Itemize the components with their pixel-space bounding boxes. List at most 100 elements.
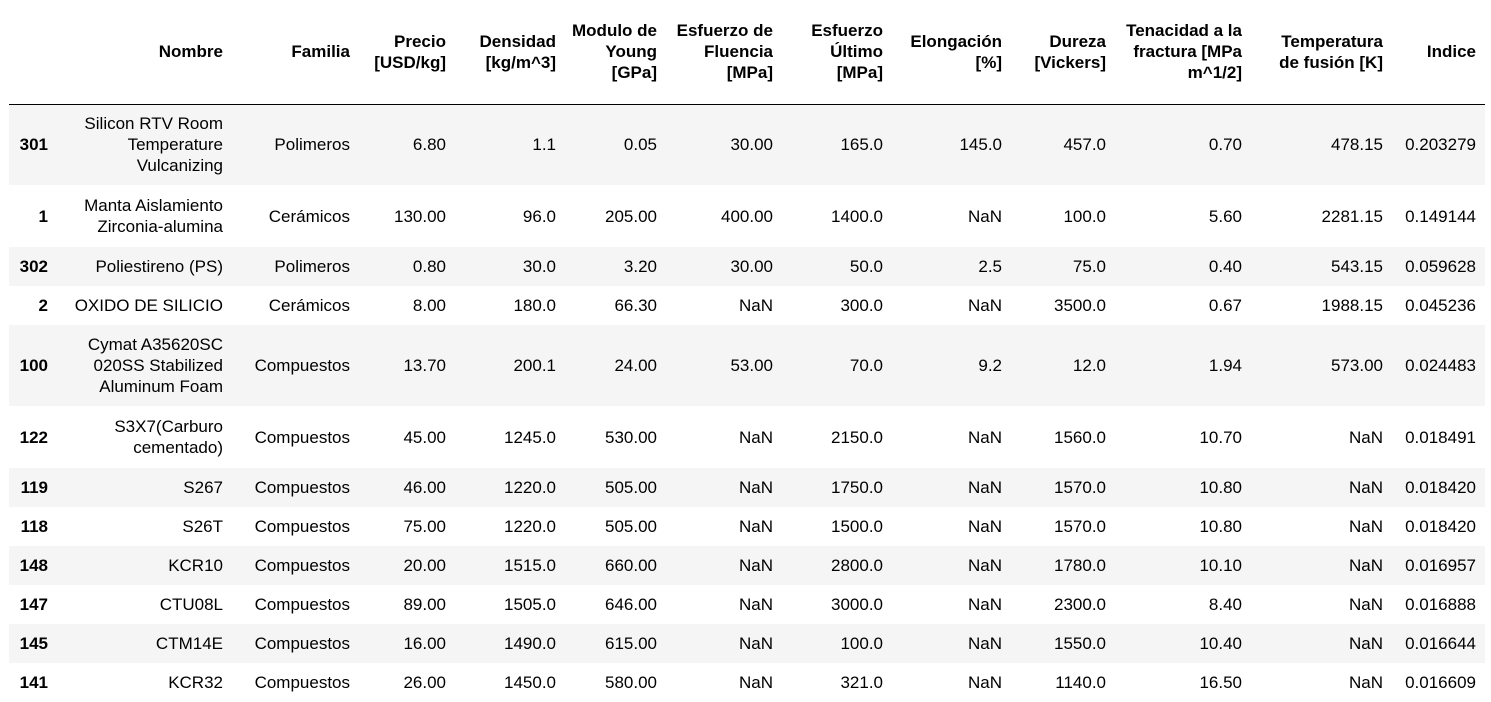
table-row: 118 S26T Compuestos 75.00 1220.0 505.00 … [9,507,1485,546]
table-row: 301 Silicon RTV Room Temperature Vulcani… [9,104,1485,185]
table-cell: 1500.0 [831,517,883,536]
table-cell: 0.05 [623,135,657,155]
row-index: 145 [19,634,48,653]
table-cell: NaN [738,595,773,614]
table-cell: 10.80 [1199,517,1242,536]
column-header: Esfuerzo Último [MPa] [782,0,892,105]
table-cell: 457.0 [1063,135,1106,155]
table-cell: 1140.0 [1055,673,1106,692]
table-cell: Compuestos [254,673,350,692]
table-cell: 10.10 [1199,556,1242,575]
table-cell: 1400.0 [831,206,883,226]
table-cell: NaN [738,556,773,575]
table-cell: Cerámicos [268,206,350,226]
table-cell: S26T [182,517,223,536]
table-cell: 10.70 [1199,427,1242,447]
row-index: 301 [19,135,48,155]
table-cell: CTU08L [159,595,223,614]
table-cell: 1.94 [1208,356,1242,375]
table-cell: NaN [967,427,1002,447]
table-cell: 2281.15 [1321,206,1383,226]
table-cell: 1.1 [532,135,556,155]
table-cell: 145.0 [959,135,1002,155]
table-cell: 130.00 [394,206,446,226]
table-cell: 1780.0 [1054,556,1106,575]
table-cell: Manta Aislamiento Zirconia-alumina [84,196,223,236]
table-cell: 1220.0 [504,517,556,536]
table-cell: NaN [1348,556,1383,575]
column-header: Modulo de Young [GPa] [565,0,666,105]
table-cell: NaN [967,296,1002,315]
table-cell: OXIDO DE SILICIO [74,296,223,315]
table-cell: Compuestos [254,595,350,614]
header-row: Nombre Familia Precio [USD/kg] Densidad … [9,0,1485,105]
table-cell: 1550.0 [1054,634,1106,653]
table-cell: 1245.0 [504,427,556,447]
table-cell: 0.018491 [1405,427,1476,447]
table-row: 119 S267 Compuestos 46.00 1220.0 505.00 … [9,468,1485,507]
table-cell: S267 [183,478,223,497]
column-header: Elongación [%] [892,0,1011,105]
table-row: 145 CTM14E Compuestos 16.00 1490.0 615.0… [9,624,1485,663]
column-header: Dureza [Vickers] [1011,0,1115,105]
table-cell: 615.00 [605,634,657,653]
table-row: 141 KCR32 Compuestos 26.00 1450.0 580.00… [9,663,1485,702]
table-cell: Cerámicos [268,296,350,315]
table-cell: NaN [738,478,773,497]
table-cell: 30.00 [730,257,773,276]
table-cell: 1560.0 [1054,427,1106,447]
table-cell: NaN [738,296,773,315]
table-cell: 505.00 [605,478,657,497]
row-index: 1 [38,206,48,226]
table-cell: 0.70 [1208,135,1242,155]
table-cell: 300.0 [840,296,883,315]
dataframe-table: Nombre Familia Precio [USD/kg] Densidad … [9,0,1485,702]
table-cell: NaN [967,595,1002,614]
table-cell: 0.203279 [1405,135,1476,155]
table-cell: 543.15 [1331,257,1383,276]
table-cell: 478.15 [1331,135,1383,155]
table-cell: 10.80 [1199,478,1242,497]
table-cell: 2.5 [978,257,1002,276]
table-cell: NaN [1348,478,1383,497]
table-cell: Cymat A35620SC 020SS Stabilized Aluminum… [87,335,223,396]
table-cell: 1220.0 [504,478,556,497]
table-cell: 20.00 [403,556,446,575]
table-cell: 100.0 [1063,206,1106,226]
table-cell: Compuestos [254,517,350,536]
table-cell: 24.00 [614,356,657,375]
table-cell: Compuestos [254,427,350,447]
column-header: Esfuerzo de Fluencia [MPa] [666,0,782,105]
table-cell: NaN [967,517,1002,536]
table-row: 1 Manta Aislamiento Zirconia-alumina Cer… [9,185,1485,247]
table-cell: Compuestos [254,634,350,653]
table-cell: 0.018420 [1405,478,1476,497]
table-cell: NaN [1348,634,1383,653]
table-row: 147 CTU08L Compuestos 89.00 1505.0 646.0… [9,585,1485,624]
row-index: 122 [19,427,48,447]
table-cell: 530.00 [605,427,657,447]
row-index: 302 [19,257,48,276]
table-cell: 12.0 [1072,356,1106,375]
table-cell: 75.00 [403,517,446,536]
table-cell: 8.40 [1208,595,1242,614]
column-header: Indice [1392,0,1485,105]
table-cell: 26.00 [403,673,446,692]
table-cell: 30.00 [730,135,773,155]
table-cell: 1450.0 [504,673,556,692]
table-cell: 45.00 [403,427,446,447]
table-cell: 2300.0 [1054,595,1106,614]
table-cell: 660.00 [605,556,657,575]
table-cell: 0.67 [1208,296,1242,315]
table-cell: 3.20 [623,257,657,276]
table-cell: NaN [1348,595,1383,614]
table-cell: 505.00 [605,517,657,536]
table-cell: 2150.0 [831,427,883,447]
table-cell: Silicon RTV Room Temperature Vulcanizing [84,114,223,176]
table-cell: 3000.0 [831,595,883,614]
table-cell: 8.00 [412,296,446,315]
row-index: 148 [19,556,48,575]
table-cell: 0.018420 [1405,517,1476,536]
table-cell: 0.80 [412,257,446,276]
table-cell: 1570.0 [1054,517,1106,536]
